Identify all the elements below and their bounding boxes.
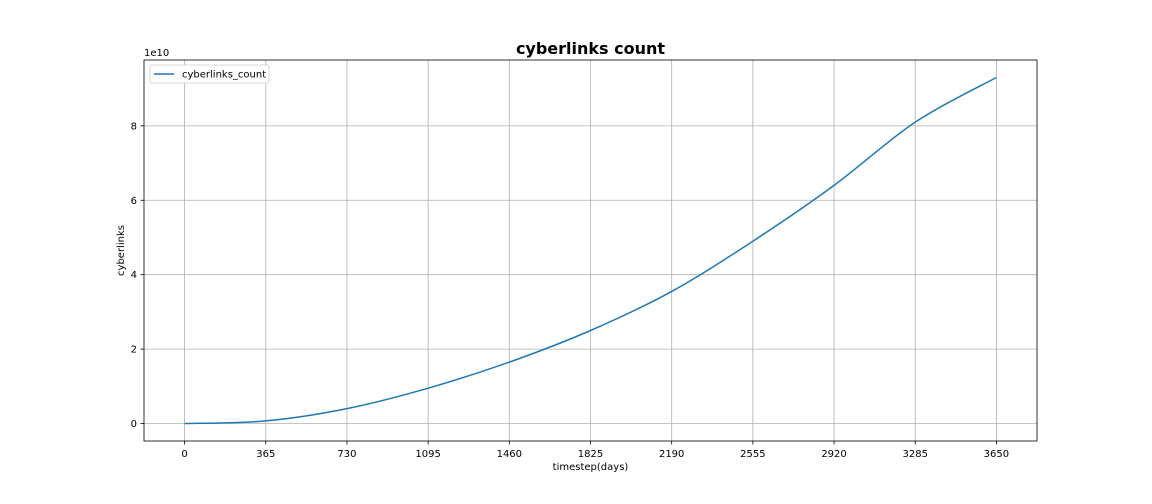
y-axis-label: cyberlinks: [116, 225, 127, 276]
series-layer: [184, 76, 997, 425]
x-tick-label: 3650: [984, 449, 1009, 460]
legend: cyberlinks_count: [149, 64, 270, 84]
x-tick-label: 1825: [578, 449, 603, 460]
y-tick-label: 4: [131, 270, 137, 281]
x-tick-label: 365: [256, 449, 275, 460]
legend-box: [149, 64, 270, 84]
x-tick-label: 1095: [415, 449, 440, 460]
plot-frame: [143, 59, 1038, 442]
legend-label-cyberlinks-count: cyberlinks_count: [182, 70, 266, 81]
y-tick-label: 6: [131, 196, 137, 207]
x-tick-label: 1460: [497, 449, 522, 460]
x-tick-label: 730: [337, 449, 356, 460]
x-tick-label: 2555: [740, 449, 765, 460]
grid: [144, 60, 1037, 441]
chart-title: cyberlinks count: [516, 39, 665, 58]
x-axis-label: timestep(days): [553, 462, 629, 473]
x-tick-label: 2920: [821, 449, 846, 460]
x-tick-label: 3285: [903, 449, 928, 460]
x-tick-label: 0: [181, 449, 187, 460]
ticks: 0 365 730 1095 1460 1825 2190 2555 2920 3285 3650 0…: [131, 121, 1010, 460]
y-offset-label: 1e10: [144, 48, 169, 59]
x-tick-label: 2190: [659, 449, 684, 460]
y-tick-label: 0: [131, 419, 137, 430]
y-tick-label: 2: [131, 345, 137, 356]
series-line-cyberlinks-count: [184, 76, 997, 425]
y-tick-label: 8: [131, 121, 137, 132]
